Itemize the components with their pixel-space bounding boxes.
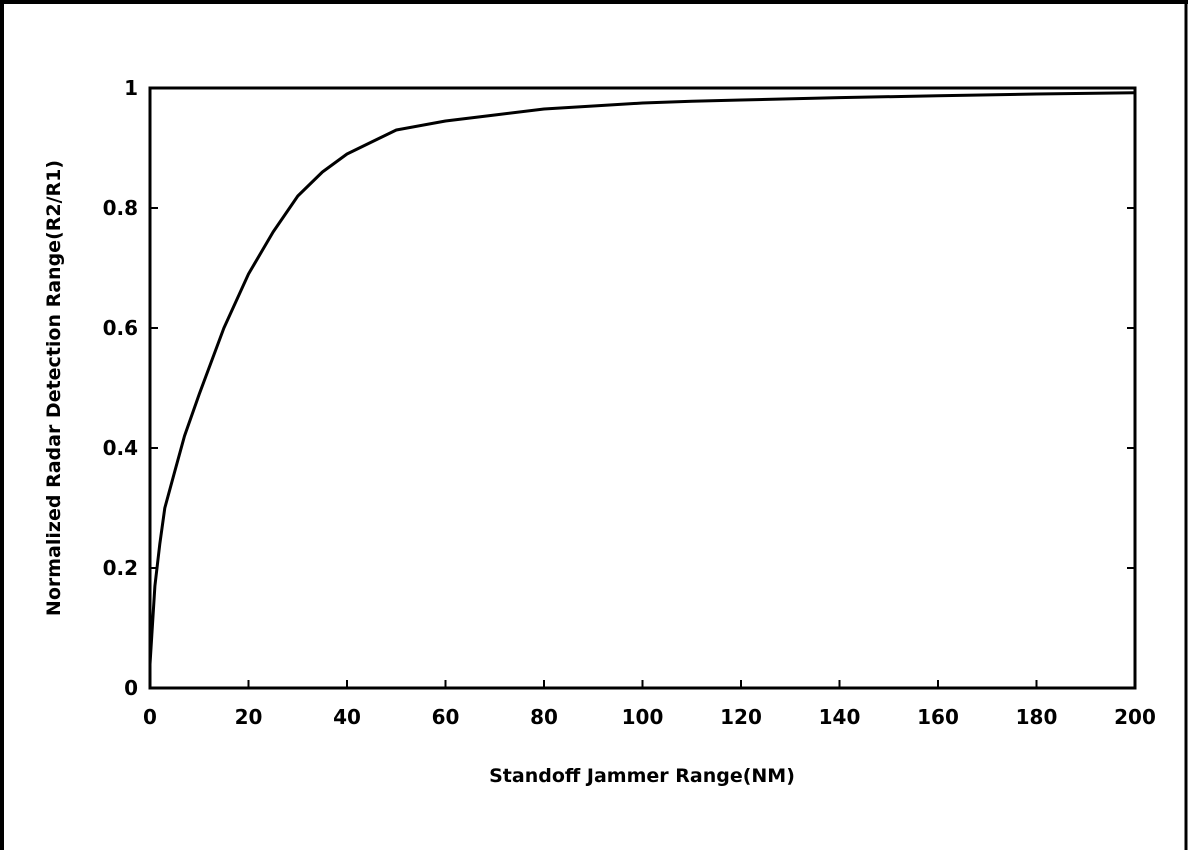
series-layer (148, 91, 1137, 666)
x-tick-label: 180 (1016, 705, 1058, 729)
y-tick-label: 0.4 (103, 436, 138, 460)
x-tick-label: 40 (333, 705, 361, 729)
x-axis-label: Standoff Jammer Range(NM) (489, 765, 795, 787)
series-line (148, 91, 1137, 666)
y-tick-label: 1 (124, 76, 138, 100)
x-axis-ticks: 0 20 40 60 80 100 120 140 160 180 200 (143, 680, 1156, 729)
y-axis-label: Normalized Radar Detection Range(R2/R1) (43, 160, 65, 616)
x-tick-label: 80 (530, 705, 558, 729)
x-tick-label: 200 (1114, 705, 1156, 729)
x-tick-label: 140 (819, 705, 861, 729)
x-tick-label: 60 (432, 705, 460, 729)
x-tick-label: 160 (917, 705, 959, 729)
plot-area: 0 20 40 60 80 100 120 140 160 180 200 0 0.2 0.4 0.6 0.… (103, 76, 1156, 729)
y-tick-label: 0 (124, 676, 138, 700)
x-tick-label: 20 (235, 705, 263, 729)
plot-box (148, 86, 1137, 690)
x-tick-label: 120 (720, 705, 762, 729)
y-tick-label: 0.6 (103, 316, 138, 340)
y-tick-label: 0.2 (103, 556, 138, 580)
x-tick-label: 100 (622, 705, 664, 729)
y-tick-label: 0.8 (103, 196, 138, 220)
y-axis-ticks: 0 0.2 0.4 0.6 0.8 1 (103, 76, 1135, 700)
x-tick-label: 0 (143, 705, 157, 729)
